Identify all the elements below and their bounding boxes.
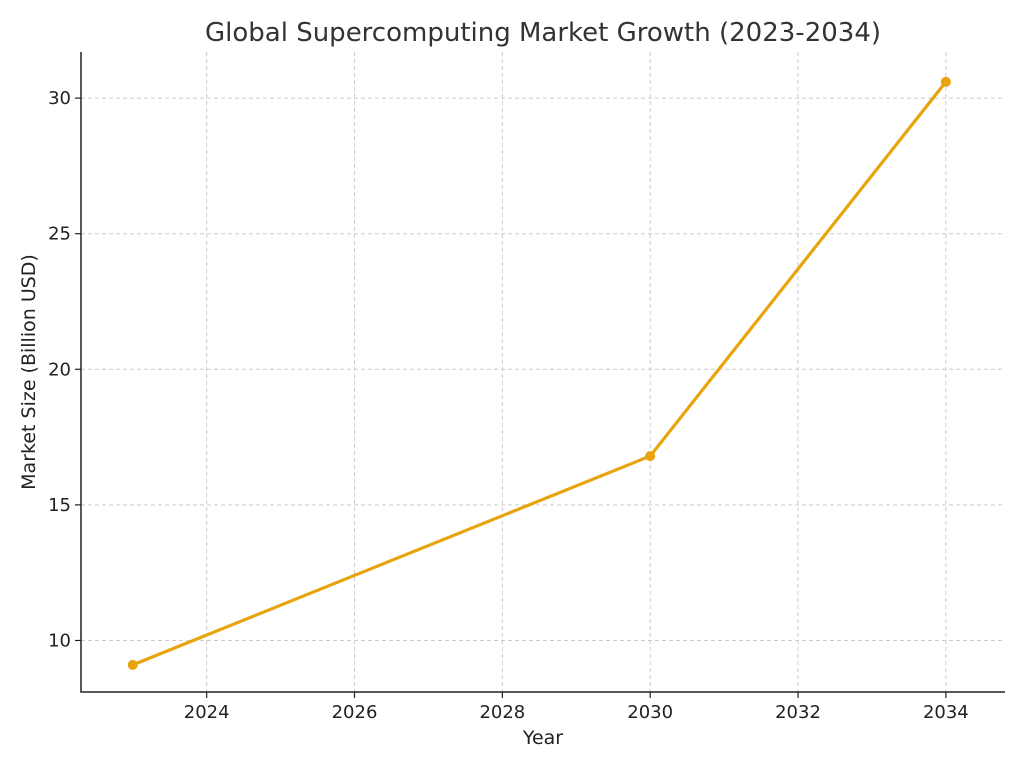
data-point	[645, 451, 656, 462]
x-tick-label: 2032	[775, 702, 821, 723]
x-tick-label: 2024	[184, 702, 230, 723]
axis-spines	[80, 52, 1005, 693]
x-tick-label: 2030	[627, 702, 673, 723]
chart-title: Global Supercomputing Market Growth (202…	[205, 18, 881, 48]
y-tick-label: 20	[48, 359, 71, 380]
x-axis-label: Year	[522, 727, 563, 749]
series-layer	[127, 76, 951, 670]
x-tick-label: 2026	[332, 702, 378, 723]
axes	[80, 52, 1005, 693]
y-tick-label: 15	[48, 495, 71, 516]
ticks: 2024 2026 2028 2030 2032 2034 10 15 20 25 30	[48, 88, 969, 723]
y-axis-label: Market Size (Billion USD)	[18, 254, 40, 490]
grid	[81, 52, 1005, 692]
data-point	[940, 76, 951, 87]
x-tick-label: 2034	[923, 702, 969, 723]
y-tick-label: 30	[48, 88, 71, 109]
y-tick-label: 10	[48, 630, 71, 651]
y-tick-label: 25	[48, 224, 71, 245]
x-tick-label: 2028	[479, 702, 525, 723]
data-point	[127, 659, 138, 670]
